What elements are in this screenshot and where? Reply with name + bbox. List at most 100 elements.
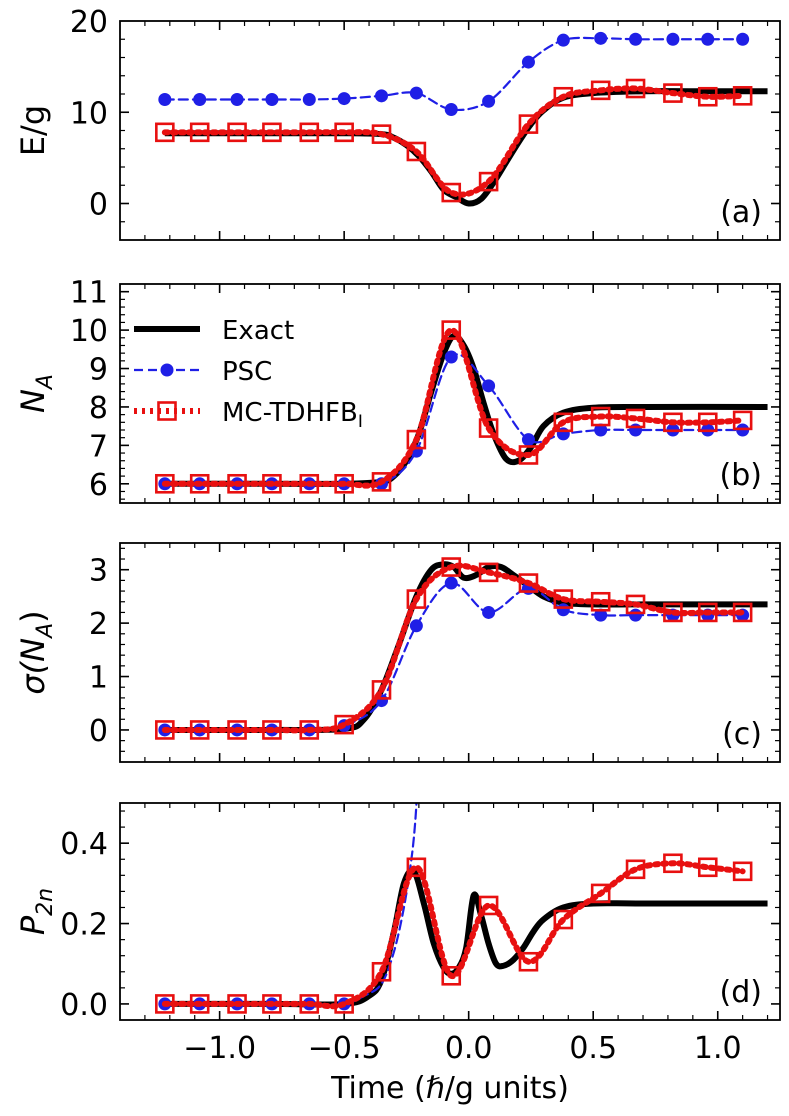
psc-point (444, 103, 458, 117)
panel-label: (c) (722, 717, 762, 752)
mctdhfb-point (697, 857, 718, 878)
mctdhfb-point (227, 994, 247, 1014)
mctdhfb-point (441, 965, 462, 986)
mctdhfb-point (732, 602, 753, 623)
panel-label: (a) (720, 195, 762, 230)
y-tick-label: 6 (89, 468, 108, 503)
mctdhfb-point (227, 473, 247, 494)
x-tick-label: −0.5 (308, 1031, 381, 1066)
mctdhfb-point (553, 909, 574, 930)
y-tick-label: 0.4 (60, 827, 108, 862)
legend-label: MC-TDHFBI (222, 398, 363, 432)
psc-point (265, 92, 279, 106)
y-tick-label: 11 (70, 276, 108, 311)
y-axis-label: σ(NA) (14, 610, 58, 694)
x-tick-label: 0.0 (445, 1031, 493, 1066)
series-group-b (155, 320, 768, 494)
y-tick-label: 0 (89, 188, 108, 223)
mctdhfb-point (406, 857, 427, 878)
psc-point (594, 423, 608, 437)
y-tick-label: 0.2 (60, 908, 108, 943)
mctdhfb-point (518, 114, 539, 134)
mctdhfb-point (262, 473, 282, 494)
mctdhfb-point (189, 122, 210, 143)
psc-point (736, 32, 750, 46)
panel-d: 0.0 0.2 0.4 (d) P2n −1.0 −0.5 0.0 0.5 1.0 Time (ℏ/… (14, 802, 781, 1106)
psc-point (629, 32, 643, 46)
mctdhfb-point (478, 895, 499, 916)
psc-point (482, 379, 496, 393)
mctdhfb-point (732, 861, 753, 882)
mctdhfb-point (590, 883, 611, 904)
mctdhfb-point (553, 86, 574, 107)
psc-point (302, 92, 316, 106)
mctdhfb-point (625, 859, 646, 880)
mctdhfb-point (663, 602, 683, 623)
psc-point (482, 605, 496, 619)
mctdhfb-point (189, 994, 210, 1014)
mctdhfb-point (663, 412, 683, 433)
series-line-psc (163, 36, 744, 112)
psc-point (482, 94, 496, 108)
mctdhfb-point (732, 410, 753, 431)
axes-frame (119, 802, 781, 1021)
mctdhfb-point (732, 86, 753, 106)
x-tick-label: 1.0 (694, 1031, 742, 1066)
mctdhfb-point (478, 171, 499, 192)
psc-point (337, 92, 351, 106)
psc-point (230, 92, 244, 106)
psc-point (701, 32, 715, 46)
psc-point (556, 33, 570, 47)
mctdhfb-point (590, 80, 611, 101)
panel-label: (b) (720, 458, 762, 493)
series-group-d (155, 803, 768, 1014)
legend-label: PSC (222, 357, 272, 387)
y-tick-label: 20 (70, 5, 108, 40)
y-axis-label: P2n (14, 888, 58, 935)
mctdhfb-point (625, 594, 646, 615)
mctdhfb-point (262, 122, 282, 143)
mctdhfb-point (299, 720, 320, 740)
mctdhfb-point (334, 994, 354, 1014)
mctdhfb-point (518, 951, 539, 972)
mctdhfb-point (553, 412, 574, 433)
mctdhfb-point (334, 473, 354, 494)
y-tick-label: 0 (89, 714, 108, 749)
axes-frame (119, 542, 781, 763)
psc-point (666, 32, 680, 46)
psc-point (193, 92, 207, 106)
y-tick-label: 7 (89, 429, 108, 464)
mctdhfb-point (441, 182, 462, 203)
x-tick-label: 0.5 (569, 1031, 617, 1066)
psc-point (594, 608, 608, 622)
psc-point (521, 433, 535, 447)
axes-frame (119, 283, 781, 504)
psc-point (556, 603, 570, 617)
series-group-c (155, 557, 768, 740)
mctdhfb-point (697, 86, 718, 107)
mctdhfb-point (553, 589, 574, 609)
psc-point (444, 350, 458, 364)
mctdhfb-point (441, 320, 462, 340)
y-tick-label: 8 (89, 391, 108, 426)
mctdhfb-point (371, 961, 392, 982)
psc-point (409, 619, 423, 633)
mctdhfb-point (227, 122, 247, 143)
mctdhfb-point (590, 591, 611, 612)
legend-label: Exact (222, 316, 294, 346)
y-tick-label: 9 (89, 353, 108, 388)
y-axis-label: E/g (14, 105, 52, 156)
y-tick-label: 10 (70, 314, 108, 349)
psc-point (409, 86, 423, 100)
mctdhfb-point (155, 720, 175, 740)
mctdhfb-point (406, 429, 427, 450)
mctdhfb-point (299, 122, 320, 143)
x-axis-label: Time (ℏ/g units) (330, 1071, 569, 1106)
mctdhfb-point (478, 562, 499, 583)
legend-marker-psc (160, 363, 174, 377)
mctdhfb-point (697, 412, 718, 433)
psc-point (629, 423, 643, 437)
psc-point (594, 31, 608, 45)
mctdhfb-point (299, 473, 320, 494)
